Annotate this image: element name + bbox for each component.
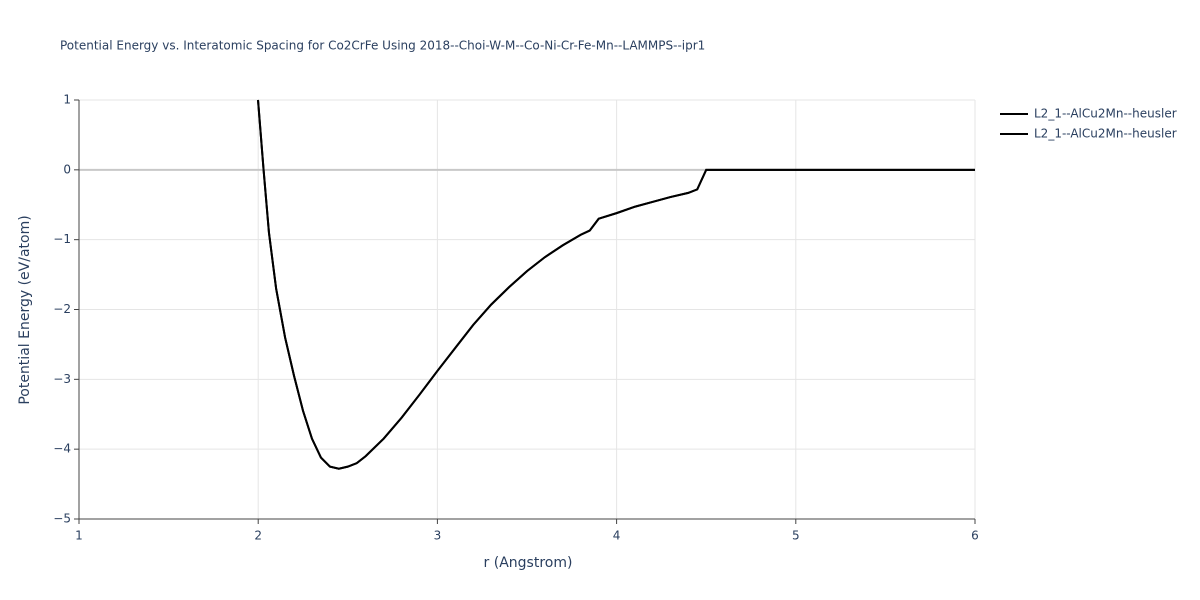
x-tick-label: 5 — [792, 529, 800, 543]
x-tick-label: 2 — [254, 529, 262, 543]
y-tick-label: −3 — [53, 372, 71, 386]
y-axis-label: Potential Energy (eV/atom) — [17, 215, 33, 404]
y-tick-label: 0 — [63, 162, 71, 176]
legend-label: L2_1--AlCu2Mn--heusler — [1034, 107, 1177, 121]
line — [257, 99, 975, 470]
x-axis-label: r (Angstrom) — [484, 555, 573, 571]
x-tick-label: 6 — [971, 529, 979, 543]
chart-title: Potential Energy vs. Interatomic Spacing… — [60, 39, 705, 53]
y-tick-label: −2 — [53, 302, 71, 316]
y-tick-label: −1 — [53, 232, 71, 246]
y-tick-label: 1 — [63, 93, 71, 107]
x-tick-label: 3 — [434, 529, 442, 543]
x-tick-label: 1 — [75, 529, 83, 543]
y-tick-label: −5 — [53, 512, 71, 526]
x-tick-label: 4 — [613, 529, 621, 543]
legend-label: L2_1--AlCu2Mn--heusler — [1034, 127, 1177, 141]
y-tick-label: −4 — [53, 442, 71, 456]
